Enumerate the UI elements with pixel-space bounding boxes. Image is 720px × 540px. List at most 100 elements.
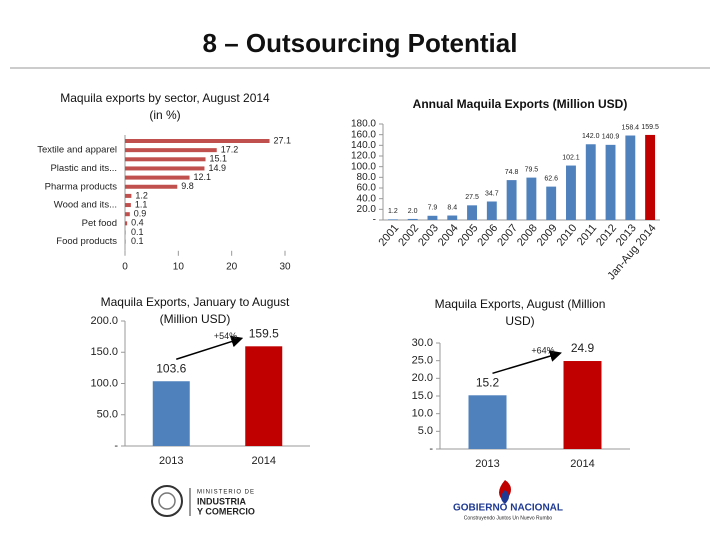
x-tick-label: 30 — [279, 261, 291, 272]
y-tick-label: 50.0 — [97, 409, 118, 421]
bar — [645, 134, 656, 220]
y-tick-label: 25.0 — [412, 355, 433, 367]
bar — [427, 215, 438, 220]
x-tick-label: 20 — [226, 261, 238, 272]
value-label: 24.9 — [571, 341, 595, 355]
y-tick-label: - — [114, 440, 118, 452]
x-tick-label: 2011 — [575, 222, 599, 248]
x-tick-label: 2006 — [475, 222, 500, 248]
value-label: 9.8 — [181, 181, 194, 191]
y-tick-label: 150.0 — [90, 346, 118, 358]
x-tick-label: 2008 — [515, 222, 540, 248]
bar — [563, 361, 602, 449]
bar — [526, 177, 537, 220]
y-tick-label: 20.0 — [412, 372, 433, 384]
y-tick-label: 80.0 — [357, 172, 377, 183]
bar — [486, 201, 497, 220]
y-tick-label: 100.0 — [351, 161, 376, 172]
bar — [546, 186, 557, 220]
x-tick-label: 2014 — [570, 458, 594, 470]
logo-text: MINISTERIO DE — [197, 490, 255, 496]
y-tick-label: 100.0 — [90, 377, 118, 389]
bar — [125, 239, 126, 244]
bar — [125, 184, 178, 189]
bar — [605, 144, 616, 220]
value-label: 74.8 — [505, 169, 519, 176]
x-tick-label: 2005 — [456, 222, 481, 248]
y-tick-label: 10.0 — [412, 408, 433, 420]
chart-title: Maquila Exports, August (Million USD) — [434, 297, 606, 328]
category-label: Pet food — [82, 218, 117, 229]
chart-title: Maquila Exports, January to August (Mill… — [100, 295, 290, 326]
category-label: Food products — [56, 236, 117, 247]
value-label: 62.6 — [544, 175, 558, 182]
value-label: 158.4 — [622, 124, 640, 131]
x-tick-label: 10 — [173, 261, 185, 272]
right-logo: GOBIERNO NACIONAL Construyendo Juntos Un… — [453, 480, 563, 521]
x-tick-label: 2007 — [495, 222, 520, 248]
value-label: 15.1 — [210, 154, 228, 164]
slide-title: 8 – Outsourcing Potential — [202, 28, 518, 58]
x-tick-label: 2004 — [436, 222, 461, 248]
category-label: Plastic and its... — [50, 163, 117, 174]
annotation-arrow — [176, 335, 244, 360]
x-tick-label: 2009 — [535, 222, 560, 248]
bar — [152, 381, 190, 446]
x-tick-label: 2012 — [594, 222, 619, 248]
value-label: 17.2 — [221, 145, 239, 155]
value-label: 15.2 — [476, 375, 500, 389]
logo-text: Y COMERCIO — [197, 506, 255, 516]
bar — [468, 395, 507, 449]
value-label: 79.5 — [525, 166, 539, 173]
y-tick-label: 120.0 — [351, 151, 376, 162]
value-label: 140.9 — [602, 134, 620, 141]
bar — [506, 180, 517, 220]
y-tick-label: 140.0 — [351, 140, 376, 151]
x-tick-label: 0 — [122, 261, 128, 272]
value-label: 27.5 — [465, 194, 479, 201]
logo-text: GOBIERNO NACIONAL — [453, 503, 563, 514]
value-label: 0.1 — [131, 227, 144, 237]
y-tick-label: 15.0 — [412, 390, 433, 402]
annotation: +54% — [214, 331, 237, 341]
chart-title: Maquila exports by sector, August 2014 (… — [60, 91, 270, 122]
value-label: 2.0 — [408, 208, 418, 215]
value-label: 102.1 — [562, 154, 580, 161]
value-label: 159.5 — [249, 326, 279, 340]
value-label: 1.1 — [135, 199, 148, 209]
y-tick-label: 60.0 — [357, 183, 377, 194]
value-label: 1.2 — [135, 190, 148, 200]
chart-title: Annual Maquila Exports (Million USD) — [412, 97, 628, 111]
x-tick-label: 2010 — [555, 222, 580, 248]
left-logo: MINISTERIO DE INDUSTRIA Y COMERCIO — [151, 485, 255, 517]
bar — [125, 193, 132, 198]
y-tick-label: 20.0 — [357, 204, 377, 215]
value-label: 7.9 — [428, 205, 438, 212]
bar — [125, 148, 217, 153]
bar — [125, 157, 206, 162]
value-label: 103.6 — [156, 361, 186, 375]
x-tick-label: 2014 — [252, 455, 276, 467]
value-label: 0.1 — [131, 236, 144, 246]
bar — [245, 346, 283, 446]
annotation: +64% — [531, 346, 554, 356]
bar — [125, 212, 130, 217]
value-label: 27.1 — [274, 135, 292, 145]
bar — [125, 139, 270, 143]
x-tick-label: 2013 — [475, 458, 499, 470]
y-tick-label: 160.0 — [351, 129, 376, 140]
value-label: 12.1 — [194, 172, 212, 182]
bar — [125, 221, 128, 226]
bar — [387, 219, 398, 220]
value-label: 8.4 — [447, 204, 457, 211]
y-tick-label: - — [429, 443, 433, 455]
y-tick-label: 40.0 — [357, 193, 377, 204]
category-label: Wood and its... — [54, 200, 117, 211]
bar — [447, 215, 458, 220]
y-tick-label: 30.0 — [412, 337, 433, 349]
y-tick-label: 180.0 — [351, 119, 376, 130]
x-tick-label: 2013 — [159, 455, 183, 467]
x-tick-label: 2002 — [396, 222, 421, 248]
y-tick-label: 5.0 — [418, 425, 433, 437]
